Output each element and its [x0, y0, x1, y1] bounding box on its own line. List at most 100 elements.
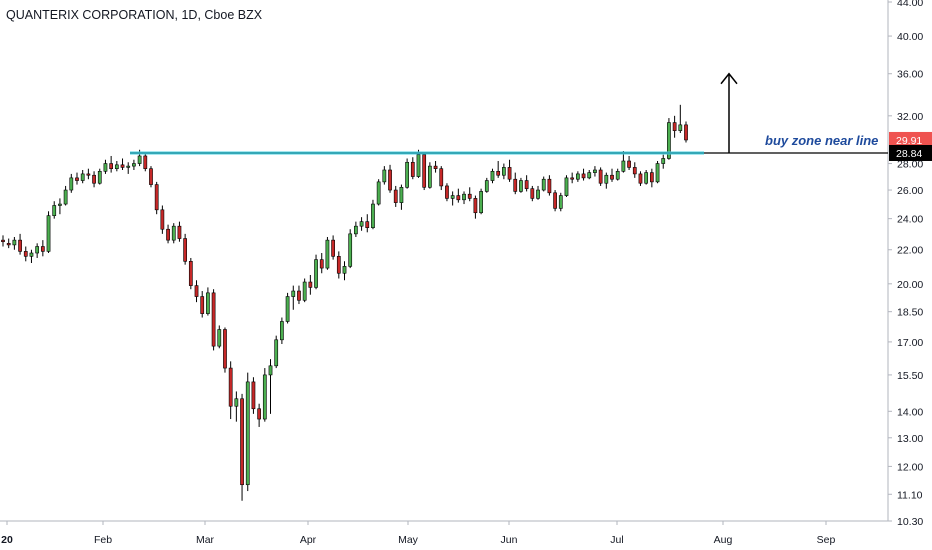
candle-body [1, 239, 5, 243]
candle-body [524, 180, 529, 189]
candle-body [6, 243, 11, 246]
candle-body [137, 155, 142, 164]
candle-body [655, 163, 660, 183]
candle-body [240, 398, 244, 486]
candle-body [63, 189, 68, 205]
candle-body [456, 195, 461, 201]
candle-body [103, 163, 108, 172]
candle-body [46, 215, 51, 252]
candle-body [507, 167, 512, 180]
y-tick-label: 17.00 [897, 337, 923, 349]
candle-body [245, 381, 250, 486]
candle-body [661, 158, 666, 164]
candle-body [365, 221, 370, 228]
candle-body [405, 161, 409, 188]
candle-body [114, 164, 119, 169]
candle-body [627, 160, 631, 168]
candle-body [342, 266, 347, 274]
y-tick-label: 40.00 [897, 31, 923, 43]
candle-body [382, 169, 387, 183]
candle-body [388, 169, 392, 191]
candle-body [223, 329, 227, 369]
candle-body [12, 239, 17, 246]
x-tick-label: Apr [300, 534, 317, 546]
candle-body [160, 209, 165, 230]
candle-body [502, 167, 506, 176]
candle-body [166, 228, 170, 241]
x-tick-label: Aug [714, 534, 733, 546]
candle-body [399, 187, 404, 203]
candle-body [519, 180, 523, 192]
candle-body [410, 161, 415, 177]
candle-body [371, 203, 375, 228]
line-price-label-bg [889, 144, 932, 161]
candle-body [467, 193, 472, 199]
candle-body [206, 292, 210, 314]
candle-body [211, 292, 216, 347]
candle-body [23, 251, 28, 257]
candle-body [393, 189, 398, 203]
candle-body [359, 221, 364, 227]
candle-body [143, 155, 148, 169]
candle-body [257, 408, 261, 420]
candle-body [348, 233, 353, 267]
candle-body [126, 165, 131, 168]
candle-body [615, 170, 620, 180]
candle-body [234, 398, 239, 407]
y-tick-label: 20.00 [897, 279, 923, 291]
chart-title: QUANTERIX CORPORATION, 1D, Cboe BZX [6, 8, 263, 22]
candle-body [484, 180, 489, 192]
candle-body [667, 122, 671, 159]
candle-body [86, 173, 91, 176]
candle-body [558, 195, 563, 209]
y-tick-label: 24.00 [897, 214, 923, 226]
candle-body [217, 329, 222, 347]
y-tick-label: 12.00 [897, 461, 923, 473]
candle-body [285, 296, 290, 322]
candle-body [530, 188, 535, 199]
candle-body [92, 174, 96, 184]
y-tick-label: 14.00 [897, 406, 923, 418]
x-tick-label: 20 [1, 534, 13, 546]
candle-body [40, 246, 45, 252]
candle-body [75, 177, 79, 181]
y-tick-label: 28.00 [897, 159, 923, 171]
candle-body [29, 252, 34, 257]
candle-body [433, 165, 438, 169]
candle-body [581, 173, 586, 179]
candle-body [644, 172, 649, 184]
line-price-label: 28.84 [896, 148, 922, 160]
candle-body [513, 178, 518, 192]
candle-body [570, 177, 575, 180]
last-price-label-bg [889, 131, 932, 148]
candle-body [325, 239, 330, 269]
x-tick-label: Jun [501, 534, 518, 546]
candle-body [587, 172, 592, 179]
y-tick-label: 11.10 [897, 489, 923, 501]
candle-body [621, 160, 626, 172]
candle-body [188, 261, 193, 286]
candle-body [336, 256, 341, 274]
candle-body [69, 177, 74, 191]
candle-body [280, 321, 284, 341]
candle-body [194, 285, 199, 297]
candle-body [422, 154, 427, 188]
candle-body [553, 192, 557, 209]
candle-body [604, 174, 609, 184]
y-tick-label: 22.00 [897, 245, 923, 257]
candle-body [274, 339, 279, 367]
candle-body [262, 374, 267, 420]
candle-body [200, 296, 205, 314]
candle-body [228, 367, 233, 407]
up-arrow-head [720, 72, 738, 85]
x-tick-label: Mar [196, 534, 215, 546]
candle-body [496, 170, 501, 176]
candle-body [120, 164, 125, 168]
candle-body [149, 168, 153, 185]
candle-body [319, 259, 324, 269]
candle-body [297, 290, 301, 301]
candle-body [331, 239, 335, 257]
x-tick-label: May [398, 534, 419, 546]
candle-body [109, 163, 114, 169]
